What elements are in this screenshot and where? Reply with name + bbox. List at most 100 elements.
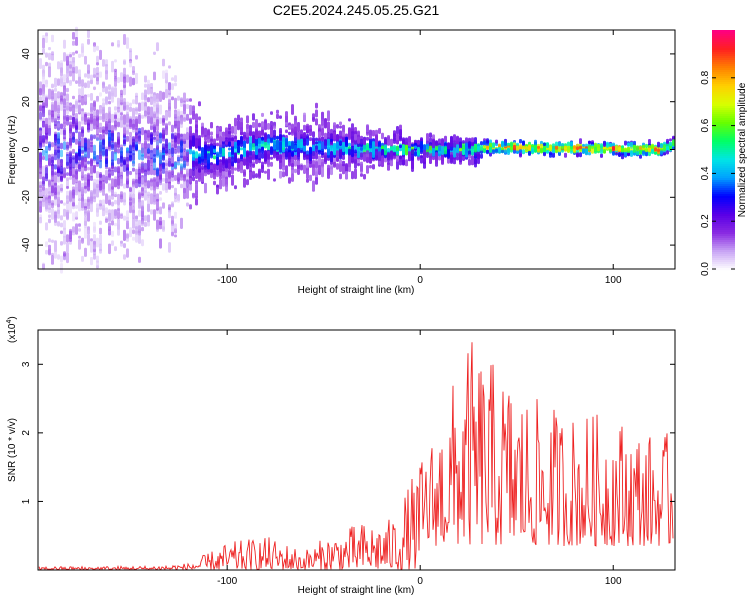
spectrogram-cell [66,99,69,104]
spectrogram-cell [123,139,126,144]
spectrogram-cell [129,151,132,162]
spectrogram-cell [567,145,570,152]
spectrogram-cell [123,183,126,189]
colorbar-cell [712,150,735,153]
spectrogram-cell [96,77,99,82]
spectrogram-cell [537,145,540,149]
spectrogram-cell [123,34,126,45]
spectrogram-cell [165,162,168,166]
spectrogram-cell [123,133,126,138]
spectrogram-cell [264,150,267,162]
spectrogram-cell [378,160,381,165]
spectrogram-cell [327,138,330,147]
spectrogram-cell [360,161,363,173]
spectrogram-cell [420,141,423,153]
spectrogram-cell [627,147,630,152]
spectrogram-cell [93,159,96,164]
spectrogram-cell [66,195,69,204]
page-title: C2E5.2024.245.05.25.G21 [272,2,440,18]
spectrogram-cell [510,141,513,148]
spectrogram-cell [639,150,642,155]
spectrogram-cell [132,178,135,187]
spectrogram-cell [480,141,483,146]
spectrogram-cell [519,149,522,153]
spectrogram-cell [174,211,177,219]
spectrogram-cell [42,165,45,177]
spectrogram-cell [120,72,123,83]
spectrogram-cell [129,171,132,176]
spectrogram-cell [54,100,57,112]
colorbar-cell [712,118,735,121]
spectrogram-cell [336,150,339,161]
spectrogram-cell [642,150,645,155]
spectrogram-cell [54,77,57,88]
colorbar-cell [712,218,735,221]
spectrogram-cell [357,163,360,167]
spectrogram-cell [93,110,96,116]
spectrogram-cell [105,64,108,75]
spectrogram-cell [474,153,477,157]
spectrogram-cell [108,84,111,90]
colorbar-cell [712,230,735,233]
spectrogram-cell [384,136,387,144]
spectrogram-cell [96,155,99,165]
colorbar-cell [712,126,735,129]
colorbar-cell [712,140,735,143]
spectrogram-cell [234,125,237,135]
spectrogram-cell [456,152,459,157]
spectrogram-cell [558,148,561,153]
spectrogram-cell [108,184,111,193]
spectrogram-cell [444,135,447,143]
spectrogram-cell [372,148,375,158]
spectrogram-cell [354,133,357,141]
spectrogram-cell [339,121,342,126]
spectrogram-cell [81,176,84,181]
spectrogram-cell [54,249,57,259]
spectrogram-cell [57,221,60,227]
spectrogram-cell [213,180,216,186]
colorbar-cell [712,258,735,261]
spectrogram-cell [84,95,87,102]
spectrogram-cell [618,151,621,157]
spectrogram-cell [72,51,75,56]
spectrogram-cell [621,153,624,160]
spectrogram-cell [225,159,228,169]
spectrogram-cell [291,123,294,134]
spectrogram-cell [183,187,186,200]
colorbar-cell [712,254,735,257]
spectrogram-cell [207,145,210,152]
spectrogram-cell [114,71,117,78]
spectrogram-cell [132,149,135,156]
spectrogram-cell [135,72,138,85]
spectrogram-cell [54,133,57,144]
spectrogram-cell [666,150,669,155]
spectrogram-cell [483,147,486,153]
colorbar-cell [712,54,735,57]
spectrogram-cell [309,174,312,182]
spectrogram-cell [171,96,174,101]
spectrogram-cell [189,131,192,137]
spectrogram-cell [171,141,174,146]
colorbar-cell [712,78,735,81]
spectrogram-cell [171,174,174,178]
spectrogram-cell [75,138,78,145]
spectrogram-cell [222,167,225,172]
spectrogram-cell [351,145,354,158]
spectrogram-cell [117,204,120,213]
spectrogram-cell [546,150,549,154]
spectrogram-cell [102,174,105,182]
spectrogram-cell [99,180,102,191]
spectrogram-cell [129,227,132,238]
colorbar-cell [712,240,735,243]
colorbar-cell [712,210,735,213]
spectrogram-cell [522,140,525,146]
spectrogram-cell [150,96,153,106]
spectrogram-cell [195,157,198,170]
spectrogram-cell [261,146,264,154]
spectrogram-cell [66,102,69,115]
spectrogram-cell [186,113,189,121]
spectrogram-cell [288,152,291,160]
spectrogram-cell [276,113,279,119]
spectrogram-cell [141,167,144,174]
spectrogram-cell [159,132,162,144]
